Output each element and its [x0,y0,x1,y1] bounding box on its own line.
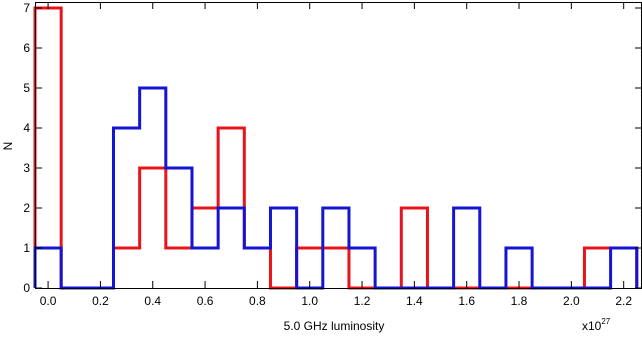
x-tick-label-9: 1.8 [511,294,528,308]
x-tick-label-0: 0.0 [40,294,57,308]
x-tick-label-8: 1.6 [458,294,475,308]
x-tick-label-7: 1.4 [406,294,423,308]
x-tick-label-10: 2.0 [563,294,580,308]
x-tick-label-4: 0.8 [249,294,266,308]
y-tick-label-5: 5 [23,81,30,95]
histogram-series-2 [33,86,639,290]
y-tick-label-0: 0 [23,281,30,295]
tick-layer: 0.0 0.2 0.4 0.6 0.8 1.0 1.2 1.4 1.6 1.8 2.0 2.2 0 1 2 3… [23,1,642,308]
x-tick-label-2: 0.4 [144,294,161,308]
series-layer [33,6,639,290]
histogram-series-1 [33,6,639,290]
x-tick-label-11: 2.2 [615,294,632,308]
y-tick-label-3: 3 [23,161,30,175]
x-axis-title: 5.0 GHz luminosity [284,319,385,333]
x-multiplier-exponent: 27 [601,317,610,326]
y-tick-label-6: 6 [23,41,30,55]
x-tick-label-1: 0.2 [92,294,109,308]
x-axis-multiplier: x1027 [582,317,611,333]
x-multiplier-base: x10 [582,319,602,333]
x-tick-label-6: 1.2 [354,294,371,308]
y-tick-label-1: 1 [23,241,30,255]
x-tick-label-3: 0.6 [197,294,214,308]
y-tick-label-2: 2 [23,201,30,215]
y-tick-label-7: 7 [23,1,30,15]
plot-frame [35,2,642,289]
x-tick-label-5: 1.0 [301,294,318,308]
y-axis-title: N [1,142,15,151]
y-tick-label-4: 4 [23,121,30,135]
